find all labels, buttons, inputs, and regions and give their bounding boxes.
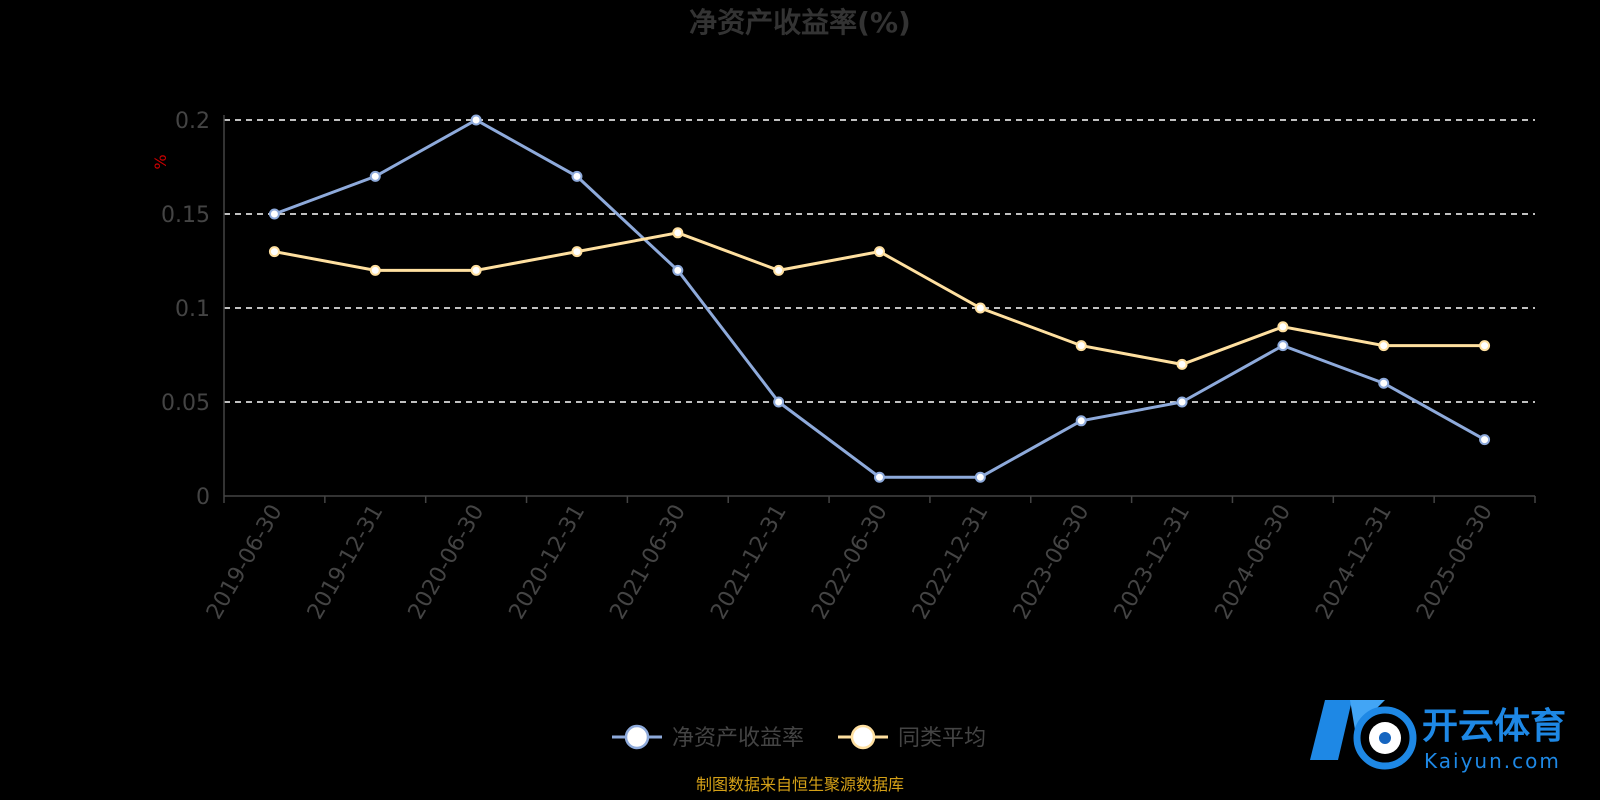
legend-label: 净资产收益率 [672,726,804,751]
data-point [1479,434,1491,446]
x-tick-label: 2021-06-30 [605,501,691,624]
x-tick-label: 2023-06-30 [1009,501,1095,624]
data-point [369,170,381,182]
data-point [974,471,986,483]
data-point [1378,340,1390,352]
legend: 净资产收益率 同类平均 [612,724,986,751]
y-tick-label: 0.1 [175,297,210,322]
data-point [1075,415,1087,427]
x-tick-label: 2020-06-30 [404,500,490,623]
series-lines [268,114,1491,483]
data-point [571,170,583,182]
y-axis-unit: % [151,154,170,169]
data-source-note: 制图数据来自恒生聚源数据库 [696,775,904,794]
x-tick-label: 2024-06-30 [1211,501,1297,624]
y-tick-label: 0.2 [175,109,210,134]
data-point [268,246,280,258]
data-point [974,302,986,314]
data-point [1075,340,1087,352]
data-point [571,246,583,258]
grid-lines [224,119,1535,403]
data-point [1378,377,1390,389]
data-point [773,264,785,276]
series-roe [268,114,1491,483]
x-tick-label: 2022-06-30 [807,501,893,624]
data-point [1176,358,1188,370]
x-tick-label: 2024-12-31 [1311,501,1397,624]
data-point [268,208,280,220]
data-point [1277,321,1289,333]
data-point [874,246,885,258]
chart-title: 净资产收益率(%) [689,6,911,39]
y-tick-label: 0.05 [161,391,210,416]
y-tick-label: 0 [196,485,210,510]
x-tick-label: 2019-06-30 [202,501,288,624]
data-point [874,471,885,483]
series-line [273,118,1486,479]
data-point [1176,396,1188,408]
data-point [1479,340,1491,352]
series-peer-average [268,227,1491,370]
data-point [1277,340,1289,352]
y-tick-labels: 0 0.05 0.1 0.15 0.2 [161,109,210,510]
data-point [470,114,482,126]
x-tick-label: 2022-12-31 [908,501,994,624]
y-tick-label: 0.15 [161,203,210,228]
x-tick-label: 2019-12-31 [303,501,389,624]
data-point [672,227,684,239]
legend-label: 同类平均 [898,726,986,751]
axes [223,115,1536,503]
watermark-brand-cn: 开云体育 [1422,706,1566,747]
kaiyun-logo-icon [1310,700,1417,770]
data-point [369,264,381,276]
x-tick-label: 2023-12-31 [1110,501,1196,624]
x-tick-labels: 2019-06-30 2019-12-31 2020-06-30 2020-12-31… [202,500,1498,623]
x-tick-label: 2021-12-31 [706,501,792,624]
x-tick-label: 2025-06-30 [1412,501,1498,624]
legend-item: 净资产收益率 [612,724,804,751]
watermark-brand-en: Kaiyun.com [1424,749,1561,773]
legend-marker [850,724,876,750]
watermark: 开云体育 Kaiyun.com [1310,700,1566,773]
legend-marker [624,724,650,750]
x-tick-label: 2020-12-31 [505,501,591,624]
legend-item: 同类平均 [838,724,986,751]
data-point [672,264,684,276]
data-point [773,396,785,408]
data-point [470,264,482,276]
